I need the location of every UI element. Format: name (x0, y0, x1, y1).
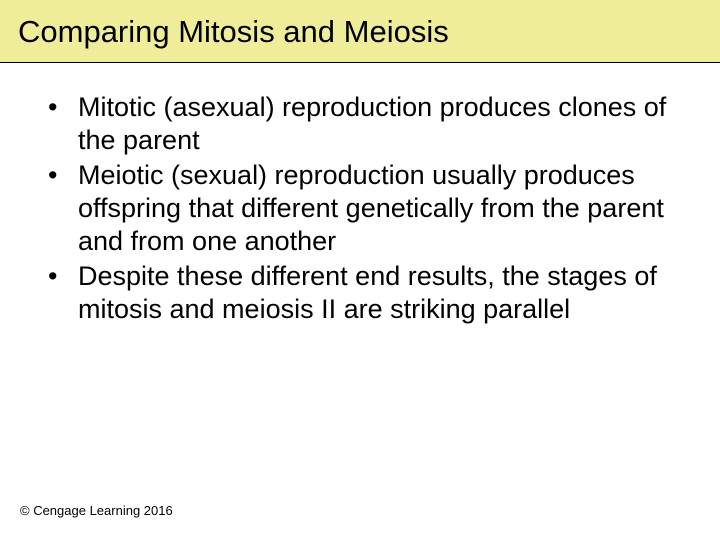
slide-title: Comparing Mitosis and Meiosis (18, 14, 702, 50)
slide-content: Mitotic (asexual) reproduction produces … (0, 63, 720, 326)
bullet-list: Mitotic (asexual) reproduction produces … (42, 91, 678, 326)
bullet-item: Meiotic (sexual) reproduction usually pr… (42, 159, 678, 258)
title-band: Comparing Mitosis and Meiosis (0, 0, 720, 63)
bullet-item: Despite these different end results, the… (42, 260, 678, 326)
copyright-footer: © Cengage Learning 2016 (20, 503, 173, 518)
bullet-item: Mitotic (asexual) reproduction produces … (42, 91, 678, 157)
